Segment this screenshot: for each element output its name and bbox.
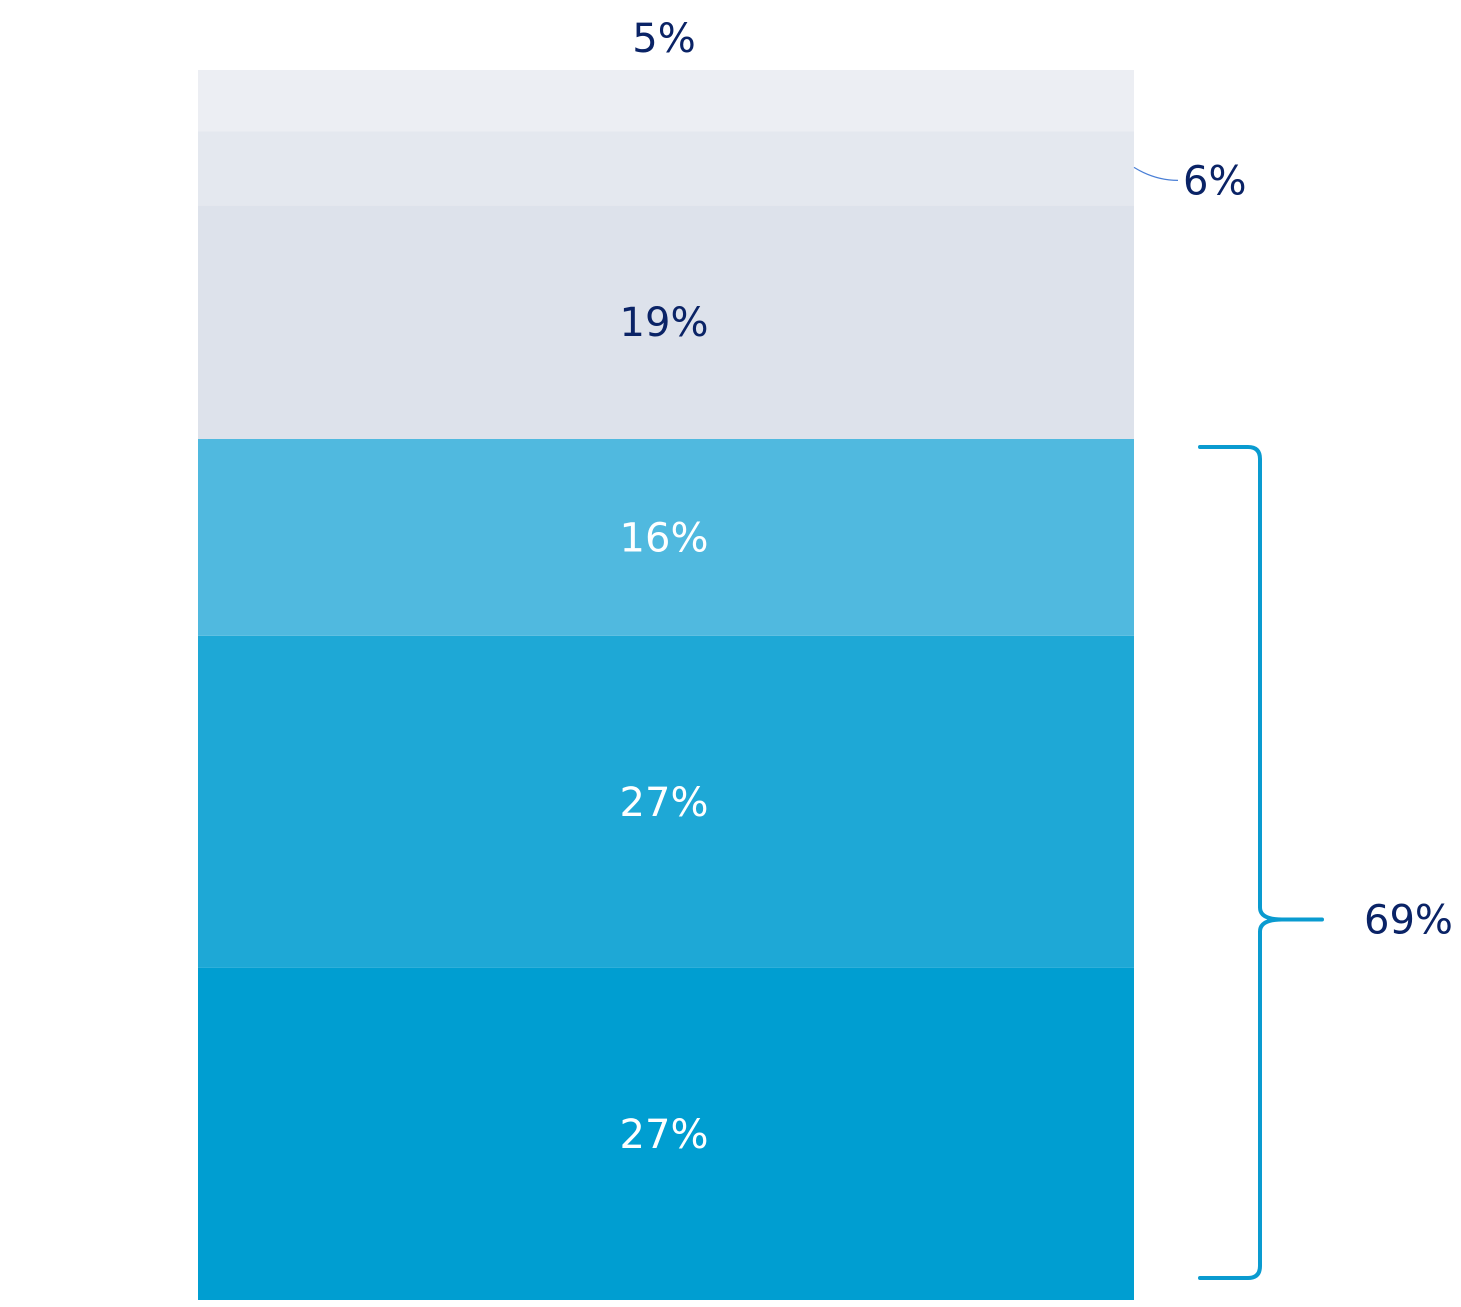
bar-segment-2 bbox=[198, 635, 1134, 968]
bracket-annotation: 69% bbox=[1198, 445, 1453, 1280]
segment-label-1: 27% bbox=[620, 1112, 709, 1158]
segment-label-5: 6% bbox=[1183, 158, 1246, 204]
segment-labels: 27% 27% 16% 19% 6% 5% bbox=[620, 16, 1247, 1158]
bar-segment-4 bbox=[198, 205, 1134, 439]
bar-segment-6 bbox=[198, 70, 1134, 132]
bracket-line bbox=[1198, 445, 1324, 1280]
segment-label-4: 19% bbox=[620, 300, 709, 346]
segment-label-2: 27% bbox=[620, 780, 709, 826]
leader-line bbox=[1133, 166, 1179, 181]
segment-label-3: 16% bbox=[620, 515, 709, 561]
bar-segment-1 bbox=[198, 967, 1134, 1300]
bracket-label: 69% bbox=[1364, 898, 1453, 944]
bar-segments bbox=[198, 70, 1134, 1300]
bar-segment-3 bbox=[198, 439, 1134, 636]
bar-segment-5 bbox=[198, 131, 1134, 206]
segment-label-6: 5% bbox=[632, 16, 695, 62]
